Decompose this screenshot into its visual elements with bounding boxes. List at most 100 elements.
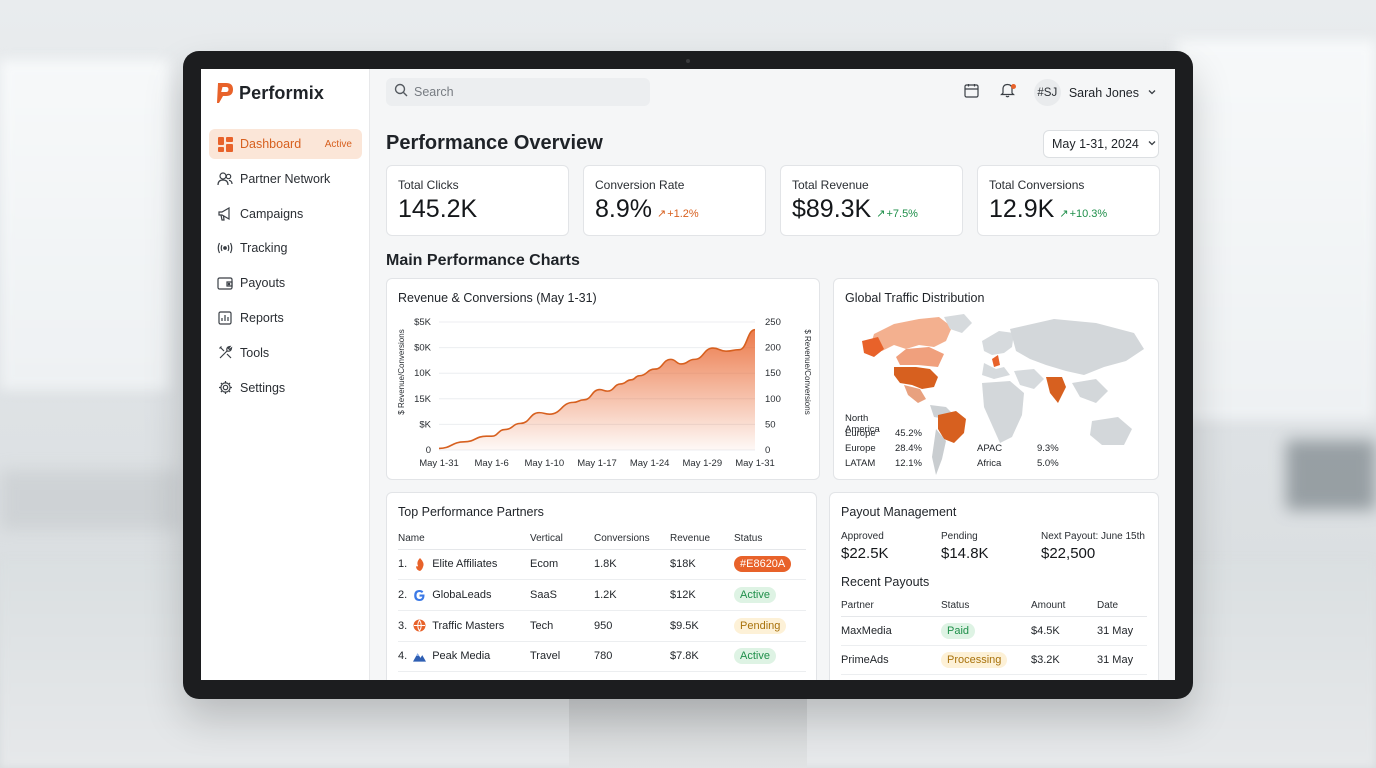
payout-management-card: Payout Management Approved $22.5K Pendin… — [829, 492, 1159, 680]
calendar-button[interactable] — [960, 81, 984, 105]
sidebar-item-label: Payouts — [240, 276, 286, 291]
kpi-delta: +7.5% — [886, 208, 918, 220]
partner-revenue: $7.8K — [670, 641, 734, 673]
partner-conversions: 950 — [594, 610, 670, 642]
partner-revenue: $12K — [670, 579, 734, 611]
table-row[interactable]: 4. Peak Media Travel 780 $7.8K Active — [398, 641, 806, 673]
table-row[interactable]: MaxMedia Paid $4.5K 31 May — [841, 616, 1147, 646]
stat-value: $22.5K — [841, 545, 889, 562]
trend-up-icon: ↗ — [1059, 208, 1069, 220]
sidebar-item-tracking[interactable]: Tracking — [209, 233, 362, 263]
kpi-value: 145.2K — [398, 195, 478, 223]
kpi-card-conversions[interactable]: Total Conversions 12.9K ↗ +10.3% — [977, 165, 1160, 236]
partner-vertical: Ecom — [530, 549, 594, 581]
table-header-row: Name Vertical Conversions Revenue Status — [398, 529, 806, 550]
payout-stat-pending: Pending $14.8K — [941, 531, 1041, 562]
sidebar-item-label: Settings — [240, 380, 286, 395]
legend-value: 45.2% — [895, 428, 922, 439]
flame-logo-icon — [413, 557, 426, 571]
row-rank: 2. — [398, 589, 408, 602]
sidebar-item-settings[interactable]: Settings — [209, 373, 362, 403]
kpi-card-revenue[interactable]: Total Revenue $89.3K ↗ +7.5% — [780, 165, 963, 236]
g-logo-icon — [413, 589, 426, 602]
column-header[interactable]: Conversions — [594, 529, 670, 550]
sidebar-item-partner-network[interactable]: Partner Network — [209, 164, 362, 194]
search-input[interactable] — [414, 85, 634, 99]
x-tick-label: May 1-31 — [735, 458, 775, 469]
column-header[interactable]: Partner — [841, 596, 941, 617]
avatar[interactable]: #SJ — [1033, 79, 1061, 106]
legend-value: 5.0% — [1037, 458, 1059, 469]
chevron-down-icon[interactable] — [1147, 84, 1157, 102]
kpi-card-clicks[interactable]: Total Clicks 145.2K — [386, 165, 569, 236]
partner-conversions: 1.8K — [594, 549, 670, 581]
gear-icon — [217, 380, 233, 396]
kpi-value: 12.9K — [989, 195, 1055, 223]
top-partners-card: Top Performance Partners Name Vertical C… — [386, 492, 817, 680]
monitor-stand — [569, 699, 807, 768]
status-badge: Active — [734, 587, 776, 604]
column-header[interactable]: Revenue — [670, 529, 734, 550]
notifications-button[interactable] — [996, 81, 1020, 105]
column-header[interactable]: Date — [1097, 596, 1147, 617]
column-header[interactable]: Status — [734, 529, 806, 550]
column-header[interactable]: Vertical — [530, 529, 594, 550]
sidebar-item-dashboard[interactable]: Dashboard Active — [209, 129, 362, 159]
brand[interactable]: Performix — [216, 82, 324, 104]
sidebar-item-payouts[interactable]: Payouts — [209, 268, 362, 298]
legend-value: 9.3% — [1037, 443, 1059, 454]
payout-stat-next: Next Payout: June 15th $22,500 — [1041, 531, 1161, 562]
y-tick-label-left: $0K — [414, 343, 432, 354]
table-row[interactable]: 1. Elite Affiliates Ecom 1.8K $18K #E862… — [398, 549, 806, 581]
sidebar-item-label: Tracking — [240, 241, 288, 256]
legend-region: North America — [845, 413, 880, 435]
world-map[interactable] — [834, 279, 1160, 481]
revenue-chart[interactable]: 0 0 $K 50 15K 100 10K 150 $0K 200 $5K 250 May 1-31 Ma… — [387, 279, 821, 481]
partner-revenue: $9.5K — [670, 610, 734, 642]
kpi-label: Total Revenue — [792, 178, 869, 192]
sidebar-item-reports[interactable]: Reports — [209, 303, 362, 333]
partner-name: Traffic Masters — [432, 619, 505, 632]
payout-amount: $4.5K — [1031, 616, 1097, 646]
y-tick-label-right: 150 — [765, 368, 781, 379]
performix-logo-icon — [216, 82, 234, 104]
sidebar-item-label: Dashboard — [240, 137, 302, 151]
legend-region: Europe — [845, 443, 876, 454]
map-region-western-europe — [982, 363, 1010, 379]
map-region-alaska — [862, 337, 884, 357]
map-region-asia — [1010, 319, 1144, 375]
search-box[interactable] — [386, 78, 650, 106]
map-region-south-america-south — [932, 429, 946, 475]
kpi-card-conversion-rate[interactable]: Conversion Rate 8.9% ↗ +1.2% — [583, 165, 766, 236]
x-tick-label: May 1-6 — [475, 458, 509, 469]
table-row[interactable]: PrimeAds Processing $3.2K 31 May — [841, 645, 1147, 675]
sidebar-item-label: Tools — [240, 345, 270, 360]
legend-value: 12.1% — [895, 458, 922, 469]
payout-date: 31 May — [1097, 645, 1147, 675]
sidebar-item-campaigns[interactable]: Campaigns — [209, 199, 362, 229]
legend-value: 28.4% — [895, 443, 922, 454]
table-row[interactable]: 3. Traffic Masters Tech 950 $9.5K Pendin… — [398, 610, 806, 642]
revenue-chart-card: Revenue & Conversions (May 1-31) 0 0 $K 50 1… — [386, 278, 820, 480]
map-region-canada — [870, 317, 952, 351]
date-range-select[interactable]: May 1-31, 2024 — [1043, 130, 1159, 158]
tools-icon — [217, 345, 233, 361]
column-header[interactable]: Status — [941, 596, 1031, 617]
partners-table: Name Vertical Conversions Revenue Status… — [398, 529, 806, 673]
column-header[interactable]: Name — [398, 529, 530, 550]
traffic-map-card: Global Traffic Distribution — [833, 278, 1159, 480]
background-window — [0, 60, 170, 390]
partner-name: Peak Media — [432, 650, 491, 663]
background-chair — [1286, 440, 1376, 510]
y-tick-label-right: 50 — [765, 419, 776, 430]
user-name[interactable]: Sarah Jones — [1068, 85, 1139, 100]
payout-stats: Approved $22.5K Pending $14.8K Next Payo… — [841, 531, 1161, 562]
search-icon — [394, 83, 408, 102]
page-title: Performance Overview — [386, 132, 603, 154]
row-rank: 3. — [398, 619, 408, 632]
stat-value: $14.8K — [941, 545, 989, 562]
signal-icon — [217, 240, 233, 256]
column-header[interactable]: Amount — [1031, 596, 1097, 617]
sidebar-item-tools[interactable]: Tools — [209, 338, 362, 368]
table-row[interactable]: 2. GlobaLeads SaaS 1.2K $12K Active — [398, 579, 806, 611]
